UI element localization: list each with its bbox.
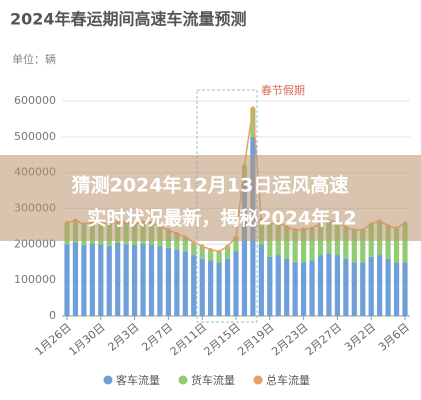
bar [360, 230, 366, 263]
bar [233, 237, 239, 252]
bar [233, 251, 239, 316]
y-tick-label: 600000 [14, 94, 56, 107]
overlay-line: 猜测2024年12月13日运风高速 [72, 174, 349, 197]
bar [393, 228, 400, 263]
bar [301, 262, 307, 316]
point [217, 249, 221, 254]
bar [326, 253, 332, 316]
bar [351, 230, 357, 263]
bar [199, 246, 205, 259]
bar [140, 243, 146, 316]
bar [309, 228, 315, 261]
bar [343, 258, 349, 316]
bar [301, 229, 307, 263]
bar [208, 249, 214, 261]
overlay: 猜测2024年12月13日运风高速 实时状况最新，揭秘2024年12 [0, 155, 421, 241]
bar [148, 244, 155, 316]
bar [334, 255, 340, 316]
bar [106, 245, 112, 316]
bar [224, 258, 231, 316]
bar [182, 251, 188, 316]
y-tick-label: 100000 [14, 273, 56, 286]
bar [385, 258, 391, 316]
bar [89, 243, 95, 316]
chart-title: 2024年春运期间高速车流量预测 [10, 10, 247, 29]
bar [115, 242, 121, 316]
legend-label: 客车流量 [116, 373, 160, 387]
legend-swatch [103, 375, 113, 385]
bar [191, 255, 197, 316]
bar [385, 225, 391, 259]
bar [64, 244, 70, 316]
bar [267, 256, 273, 316]
bar [360, 262, 366, 316]
point [200, 244, 204, 248]
bar [216, 262, 222, 316]
bar [182, 237, 188, 252]
bar [216, 251, 222, 263]
bar [377, 255, 383, 316]
point [251, 106, 255, 110]
legend-label: 货车流量 [191, 373, 235, 387]
bar [292, 262, 298, 316]
bar [402, 222, 408, 263]
bar [132, 245, 138, 316]
legend-swatch [178, 375, 188, 385]
bar [258, 244, 264, 316]
bar [402, 262, 408, 316]
bar [98, 244, 104, 316]
overlay-band [0, 155, 421, 241]
bar [343, 227, 349, 259]
bar [275, 255, 281, 316]
bar [351, 262, 357, 316]
bar [224, 246, 231, 259]
bar [368, 256, 374, 316]
y-tick-label: 0 [49, 309, 56, 322]
bar [199, 258, 205, 316]
bar [174, 249, 180, 316]
bar [284, 258, 290, 316]
point [208, 247, 213, 252]
bar [191, 242, 197, 256]
overlay-line: 实时状况最新，揭秘2024年12 [87, 207, 356, 230]
bar [393, 262, 400, 316]
bar [165, 247, 171, 316]
bar [241, 179, 248, 316]
unit-label: 单位：辆 [12, 52, 56, 66]
y-tick-label: 500000 [14, 130, 56, 143]
bar [250, 108, 256, 137]
bar [123, 244, 129, 316]
bar [309, 260, 315, 316]
point [225, 244, 230, 248]
bar [208, 260, 214, 316]
legend-swatch [253, 375, 263, 385]
legend-label: 总车流量 [266, 373, 310, 387]
bar [81, 245, 87, 316]
bar [72, 242, 79, 316]
bar [284, 227, 290, 259]
bar [174, 233, 180, 250]
bar [292, 230, 298, 263]
annotation: 春节假期 [261, 83, 305, 97]
point [191, 240, 196, 245]
bar [157, 246, 163, 316]
bar [317, 255, 324, 316]
